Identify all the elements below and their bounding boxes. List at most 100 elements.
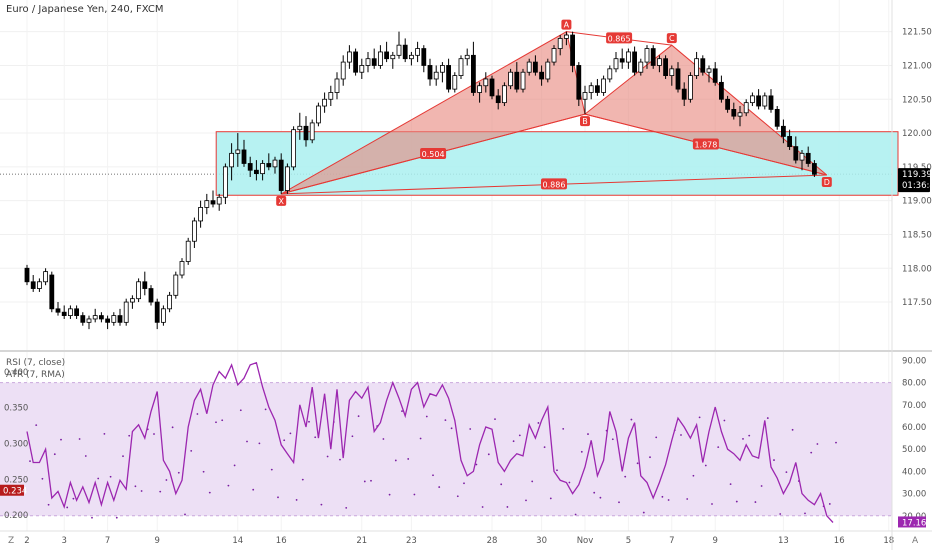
atr-point [177, 471, 180, 474]
candle-body [222, 166, 228, 198]
time-tick-label: 3 [61, 536, 66, 546]
candle [272, 156, 278, 174]
atr-point [438, 486, 441, 488]
candle-body [154, 301, 160, 323]
rsi-last-tag-bg [898, 516, 926, 528]
atr-legend[interactable]: ATR (7, RMA) [6, 370, 65, 380]
candle [235, 133, 241, 167]
atr-point [351, 435, 354, 438]
candle [303, 116, 309, 147]
atr-point [345, 506, 348, 509]
indicator-layer [0, 361, 892, 523]
candle-body [533, 61, 538, 73]
candle [241, 139, 247, 167]
atr-point [587, 433, 589, 435]
candle-body [421, 48, 427, 66]
atr-point [184, 513, 186, 516]
candle [650, 45, 656, 69]
candle [173, 271, 179, 299]
atr-point [450, 427, 453, 430]
candle [86, 315, 92, 330]
atr-point [506, 506, 509, 508]
candle [216, 193, 222, 211]
candle [297, 112, 303, 140]
candle-body [340, 61, 346, 80]
atr-point [215, 421, 217, 424]
candle-body [377, 51, 383, 66]
candle [564, 31, 569, 46]
candle-body [706, 68, 712, 73]
candle [204, 193, 210, 215]
candle-body [291, 129, 297, 168]
atr-point [339, 458, 341, 461]
candle-body [415, 48, 421, 56]
atr-point [47, 503, 50, 506]
candle [61, 305, 67, 319]
atr-point [326, 455, 329, 458]
atr-point [785, 471, 788, 474]
candle-body [508, 71, 514, 87]
candle-body [346, 51, 352, 63]
rsi-last-tag: 17.16 [898, 516, 926, 528]
atr-point [667, 499, 670, 501]
candlestick-layer [24, 31, 817, 330]
atr-point [301, 478, 304, 481]
rsi-legend[interactable]: RSI (7, close) [6, 358, 65, 368]
candle [30, 275, 36, 292]
candle [365, 51, 371, 73]
candle-body [247, 163, 253, 171]
candle [601, 75, 606, 96]
candle [681, 82, 687, 107]
candle [340, 55, 346, 86]
candle-body [402, 44, 408, 60]
candle-body [253, 169, 259, 175]
candle-body [61, 311, 67, 316]
candle-body [353, 51, 359, 73]
time-tick-label: 5 [626, 536, 631, 546]
candle-body [607, 68, 613, 80]
candle-body [359, 65, 365, 73]
left-axis-toggle[interactable]: Z [8, 536, 14, 546]
candle-body [30, 281, 36, 289]
candle [185, 237, 191, 265]
time-tick-label: 28 [487, 536, 498, 546]
candle-body [595, 85, 600, 93]
candle [452, 72, 458, 93]
candle-body [483, 78, 489, 87]
candle-body [725, 98, 730, 110]
atr-point [487, 453, 490, 456]
price-tick-label: 121.000 [902, 61, 932, 71]
candle [43, 268, 48, 286]
candle-body [539, 71, 544, 80]
candle-body [229, 152, 235, 168]
time-tick-label: 13 [778, 536, 789, 546]
atr-point [779, 513, 782, 515]
candle [377, 45, 383, 69]
atr-point [444, 419, 447, 422]
candle-body [37, 281, 42, 289]
candle-body [185, 240, 191, 262]
candle [55, 302, 61, 316]
candle-body [570, 34, 575, 66]
rsi-tick-label: 30.00 [902, 490, 926, 500]
atr-point [233, 464, 236, 467]
pattern-point-badge [580, 116, 590, 127]
candle [539, 65, 544, 86]
candle [315, 102, 321, 127]
atr-point [543, 446, 546, 449]
candle-body [99, 315, 104, 320]
atr-point [469, 428, 472, 430]
time-tick-label: 21 [356, 536, 367, 546]
time-tick-label: 14 [232, 536, 243, 546]
time-tick-label: 9 [712, 536, 717, 546]
atr-point [357, 415, 360, 418]
atr-point [773, 459, 775, 461]
candle-body [204, 200, 210, 208]
candle-body [526, 61, 532, 73]
auto-scale-toggle[interactable]: A [912, 536, 919, 546]
pattern-point-label-a: A [564, 21, 570, 30]
candle-body [582, 92, 588, 100]
candle-body [520, 71, 526, 90]
atr-point [419, 437, 422, 440]
